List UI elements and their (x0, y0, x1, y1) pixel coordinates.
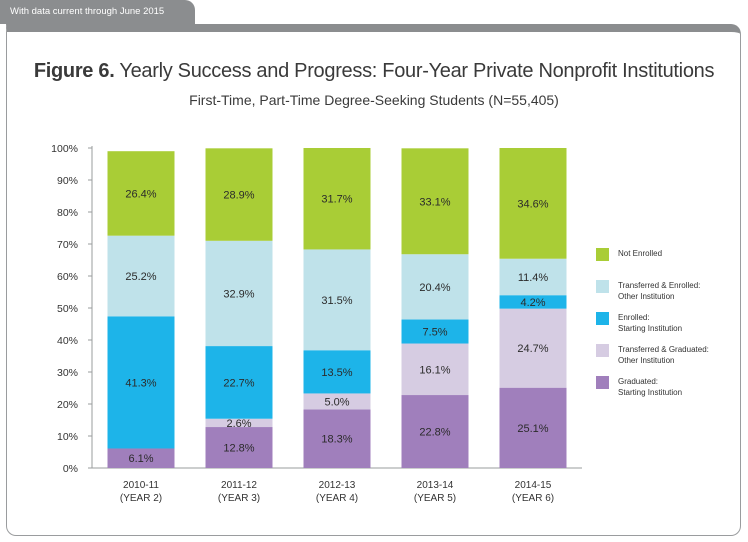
data-label: 11.4% (518, 272, 549, 284)
chart-title-figure-number: Figure 6. (33, 60, 115, 82)
legend-swatch (596, 248, 609, 261)
bar-segment (499, 387, 567, 468)
y-tick-label: 100% (51, 143, 78, 155)
legend-label: Other Institution (618, 292, 674, 301)
bar-segment (499, 258, 567, 296)
y-tick-label: 10% (57, 431, 78, 443)
bar-segment (401, 319, 469, 344)
bar-segment (499, 295, 567, 309)
data-label: 7.5% (422, 327, 447, 339)
legend-label: Enrolled: (618, 313, 650, 322)
bar-segment (303, 148, 371, 250)
data-label: 31.7% (321, 194, 352, 206)
data-label: 24.7% (517, 343, 548, 355)
data-label: 5.0% (324, 396, 349, 408)
legend-swatch (596, 280, 609, 293)
bar-segment (401, 343, 469, 396)
legend-swatch (596, 376, 609, 389)
bar-segment (107, 151, 175, 236)
legend-label: Transferred & Enrolled: (618, 281, 700, 290)
x-tick-label: (YEAR 3) (218, 493, 260, 504)
x-tick-label: 2012-13 (319, 480, 356, 491)
y-tick-label: 60% (57, 271, 78, 283)
x-tick-label: (YEAR 4) (316, 493, 358, 504)
bar-segment (401, 395, 469, 468)
data-label: 41.3% (125, 377, 156, 389)
x-tick-label: (YEAR 5) (414, 493, 456, 504)
x-tick-label: (YEAR 2) (120, 493, 162, 504)
bar-segment (205, 148, 273, 241)
y-tick-label: 50% (57, 303, 78, 315)
data-label: 22.7% (223, 377, 254, 389)
chart-title: Figure 6. Yearly Success and Progress: F… (0, 60, 748, 83)
bar-segment (205, 427, 273, 468)
y-tick-label: 20% (57, 399, 78, 411)
x-tick-label: 2014-15 (515, 480, 552, 491)
data-label: 32.9% (223, 288, 254, 300)
bar-segment (303, 350, 371, 394)
data-label: 20.4% (419, 282, 450, 294)
bar-segment (107, 448, 175, 468)
data-currency-tab: With data current through June 2015 (0, 0, 195, 24)
bar-segment (107, 235, 175, 317)
data-label: 34.6% (517, 198, 548, 210)
data-label: 18.3% (321, 434, 352, 446)
data-label: 28.9% (223, 190, 254, 202)
data-label: 13.5% (321, 367, 352, 379)
legend-label: Starting Institution (618, 324, 682, 333)
data-label: 22.8% (419, 427, 450, 439)
bar-segment (107, 316, 175, 449)
bar-segment (401, 148, 469, 255)
bar-segment (499, 148, 567, 259)
figure-frame (6, 24, 741, 536)
bar-segment (303, 249, 371, 351)
bar-segment (499, 308, 567, 388)
bar-segment (205, 418, 273, 428)
y-tick-label: 70% (57, 239, 78, 251)
x-tick-label: (YEAR 6) (512, 493, 554, 504)
data-label: 26.4% (125, 188, 156, 200)
x-tick-label: 2010-11 (123, 480, 159, 491)
data-label: 6.1% (128, 453, 153, 465)
legend-swatch (596, 312, 609, 325)
bar-segment (205, 240, 273, 347)
data-label: 12.8% (223, 443, 254, 455)
data-label: 31.5% (321, 295, 352, 307)
legend-swatch (596, 344, 609, 357)
data-label: 4.2% (520, 297, 545, 309)
chart-title-text: Yearly Success and Progress: Four-Year P… (119, 60, 715, 82)
y-tick-label: 40% (57, 335, 78, 347)
y-tick-label: 90% (57, 175, 78, 187)
legend-label: Graduated: (618, 377, 658, 386)
x-tick-label: 2013-14 (417, 480, 454, 491)
legend-label: Starting Institution (618, 388, 682, 397)
data-label: 25.2% (125, 271, 156, 283)
bar-segment (205, 346, 273, 419)
data-label: 16.1% (419, 364, 450, 376)
data-label: 25.1% (517, 423, 548, 435)
data-label: 33.1% (419, 196, 450, 208)
legend-label: Not Enrolled (618, 249, 662, 258)
legend-label: Transferred & Graduated: (618, 345, 709, 354)
legend-label: Other Institution (618, 356, 674, 365)
bar-segment (303, 393, 371, 410)
y-tick-label: 30% (57, 367, 78, 379)
data-label: 2.6% (226, 418, 251, 430)
chart-subtitle: First-Time, Part-Time Degree-Seeking Stu… (189, 92, 559, 108)
y-tick-label: 0% (63, 463, 78, 475)
bar-segment (401, 254, 469, 320)
x-tick-label: 2011-12 (221, 480, 257, 491)
y-tick-label: 80% (57, 207, 78, 219)
bar-segment (303, 409, 371, 468)
